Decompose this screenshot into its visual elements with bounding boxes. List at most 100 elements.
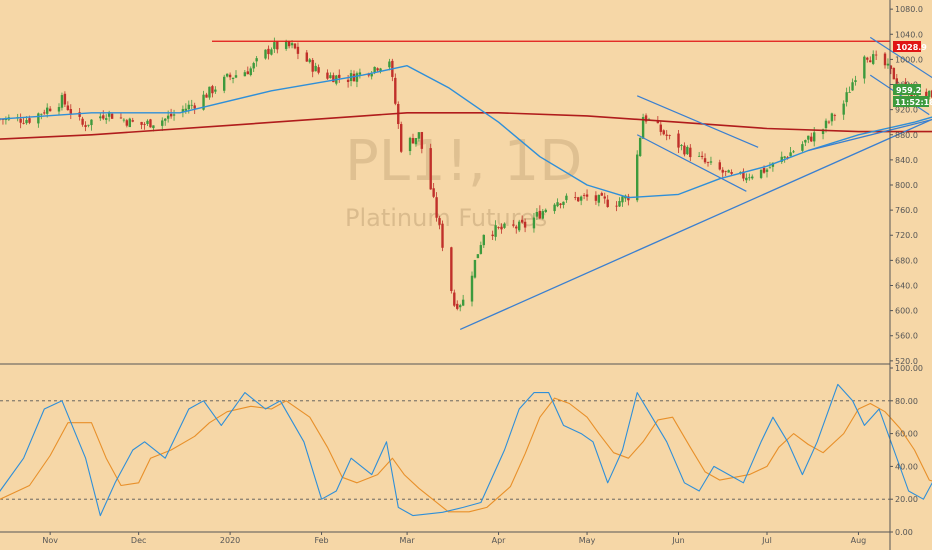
- candle-body: [644, 115, 648, 122]
- candle-body: [638, 137, 642, 156]
- candle-body: [854, 80, 857, 82]
- price-axis-label: 640.0: [895, 281, 918, 290]
- candle-body: [264, 49, 267, 59]
- countdown-tag: 11:52:18: [893, 96, 932, 107]
- candle-body: [202, 94, 205, 110]
- candle-body: [252, 63, 255, 69]
- candle-body: [706, 162, 710, 163]
- candle-body: [603, 196, 606, 199]
- price-axis-label: 600.0: [895, 307, 918, 316]
- candle-body: [700, 155, 704, 157]
- candle-body: [886, 63, 890, 66]
- candle-body: [164, 118, 167, 121]
- candle-body: [69, 109, 72, 114]
- candle-body: [143, 123, 146, 125]
- candle-body: [46, 107, 49, 114]
- candle-body: [60, 95, 64, 108]
- candle-body: [417, 132, 421, 139]
- candle-body: [105, 118, 108, 120]
- candle-body: [411, 138, 415, 144]
- oscillator-pane[interactable]: [0, 383, 932, 517]
- candle-body: [833, 115, 837, 117]
- candle-body: [585, 194, 589, 197]
- channel-upper-line: [869, 36, 932, 79]
- candle-body: [376, 68, 379, 71]
- candle-body: [577, 197, 580, 202]
- candle-body: [125, 120, 129, 126]
- candle-body: [780, 156, 783, 162]
- candle-body: [544, 209, 547, 213]
- time-axis-label: Dec: [131, 536, 146, 545]
- candle-body: [606, 199, 609, 208]
- candle-body: [456, 303, 459, 309]
- candle-body: [453, 292, 456, 306]
- watermark-symbol: PL1!, 1D: [345, 129, 582, 194]
- candle-body: [287, 41, 291, 47]
- candle-body: [801, 144, 804, 151]
- candle-body: [724, 170, 727, 172]
- price-axis-label: 720.0: [895, 231, 918, 240]
- candle-body: [668, 135, 671, 136]
- candle-body: [435, 197, 438, 218]
- candle-body: [523, 221, 527, 228]
- time-axis-label: Mar: [400, 536, 416, 545]
- candle-body: [751, 176, 754, 179]
- time-axis-label: May: [579, 536, 596, 545]
- candle-body: [90, 119, 93, 126]
- candle-body: [243, 72, 247, 77]
- candle-body: [869, 60, 872, 63]
- candle-body: [559, 203, 562, 205]
- candle-body: [231, 77, 235, 80]
- oscillator-axis-label: 40.00: [895, 462, 918, 471]
- candle-body: [78, 112, 81, 117]
- candle-body: [296, 46, 300, 54]
- candle-body: [494, 225, 497, 237]
- candle-body: [48, 108, 52, 112]
- candle-body: [813, 132, 816, 142]
- candle-body: [742, 171, 745, 179]
- price-axis-label: 560.0: [895, 332, 918, 341]
- candle-body: [22, 122, 25, 124]
- candle-body: [597, 194, 601, 203]
- candle-body: [270, 49, 273, 55]
- candle-body: [273, 42, 276, 49]
- candle-body: [84, 125, 87, 127]
- candle-body: [872, 54, 875, 64]
- candle-body: [662, 130, 665, 135]
- candle-body: [768, 167, 772, 169]
- candle-body: [166, 115, 170, 119]
- candle-body: [43, 112, 46, 114]
- candle-body: [786, 157, 789, 158]
- candle-body: [394, 77, 397, 104]
- candle-body: [388, 61, 391, 68]
- candle-body: [479, 245, 483, 254]
- candle-body: [553, 204, 556, 212]
- candle-body: [783, 156, 786, 158]
- candle-body: [57, 107, 61, 112]
- candle-body: [482, 234, 485, 246]
- candle-body: [149, 119, 152, 128]
- candle-body: [866, 57, 869, 60]
- candle-body: [863, 56, 866, 79]
- candle-body: [438, 218, 441, 225]
- candle-body: [697, 155, 701, 157]
- candle-body: [556, 202, 559, 207]
- candle-body: [739, 171, 742, 173]
- candle-body: [63, 93, 67, 105]
- oscillator-axis-label: 0.00: [895, 528, 913, 537]
- price-pane[interactable]: [0, 36, 932, 331]
- candle-body: [827, 121, 831, 123]
- candle-body: [824, 120, 828, 129]
- candle-body: [600, 193, 603, 196]
- candle-body: [211, 86, 214, 94]
- candle-body: [618, 201, 621, 207]
- candle-body: [500, 226, 503, 230]
- candle-body: [352, 73, 356, 82]
- candle-body: [37, 113, 40, 124]
- candle-body: [512, 224, 515, 226]
- candle-body: [346, 79, 350, 82]
- candle-body: [355, 73, 359, 82]
- candle-body: [594, 195, 598, 201]
- candle-body: [290, 43, 294, 46]
